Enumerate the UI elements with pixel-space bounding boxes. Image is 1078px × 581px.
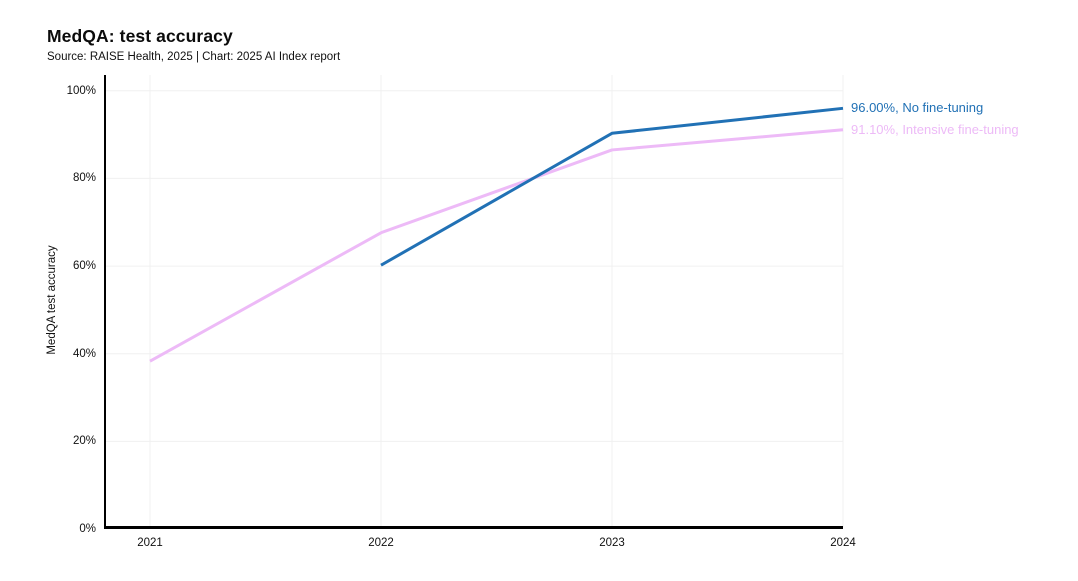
x-tick-label: 2022	[368, 537, 394, 549]
series-line-no-fine-tuning	[380, 106, 844, 267]
series-label-no-fine-tuning: 96.00%, No fine-tuning	[851, 100, 984, 116]
y-tick-label: 40%	[72, 347, 96, 360]
series-label-intensive-fine-tuning: 91.10%, Intensive fine-tuning	[851, 121, 1019, 137]
x-tick-label: 2024	[830, 537, 856, 549]
y-tick-label: 20%	[72, 435, 96, 448]
x-tick-label: 2023	[599, 537, 625, 549]
y-tick-label: 100%	[66, 84, 96, 97]
y-tick-label: 60%	[72, 260, 96, 273]
y-tick-label: 80%	[72, 172, 96, 185]
chart-subtitle: Source: RAISE Health, 2025 | Chart: 2025…	[47, 51, 341, 63]
x-tick-label: 2021	[137, 537, 163, 549]
plot-area	[104, 75, 844, 529]
plot-svg	[104, 75, 844, 529]
chart-title: MedQA: test accuracy	[47, 26, 233, 46]
series-line-intensive-fine-tuning	[149, 128, 844, 363]
y-tick-label: 0%	[79, 523, 96, 535]
